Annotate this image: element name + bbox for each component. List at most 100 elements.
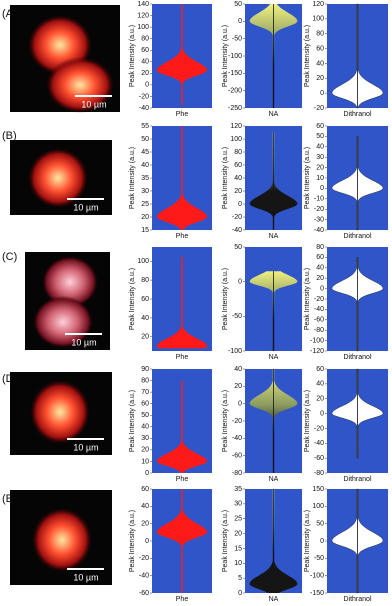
scale-label: 10 µm — [73, 442, 98, 452]
x-axis-label: NA — [269, 596, 279, 603]
y-tick-label: -20 — [232, 214, 242, 221]
y-tick-label: 120 — [230, 123, 242, 130]
y-tick-label: 0 — [320, 538, 324, 545]
x-axis-label: Dithranol — [343, 596, 371, 603]
y-tick-label: 40 — [141, 424, 149, 431]
y-tick-label: 0 — [238, 18, 242, 25]
y-axis-label: Peak Intensity (a.u.) — [222, 390, 229, 452]
y-tick-label: -40 — [139, 105, 149, 112]
y-tick-label: 5 — [238, 575, 242, 582]
y-tick-label: 40 — [141, 503, 149, 510]
y-tick-label: 20 — [316, 164, 324, 171]
y-axis-label: Peak Intensity (a.u.) — [304, 147, 311, 209]
y-tick-label: 40 — [141, 162, 149, 169]
y-tick-label: 15 — [234, 545, 242, 552]
y-tick-label: 0 — [238, 279, 242, 286]
y-tick-label: -200 — [228, 88, 242, 95]
y-tick-label: 20 — [141, 521, 149, 528]
y-tick-label: -60 — [314, 455, 324, 462]
scale-label: 10 µm — [73, 572, 98, 582]
y-tick-label: 40 — [316, 60, 324, 67]
y-axis-label: Peak Intensity (a.u.) — [222, 147, 229, 209]
y-tick-label: -20 — [314, 206, 324, 213]
y-tick-label: -60 — [232, 453, 242, 460]
y-tick-label: 0 — [320, 285, 324, 292]
y-axis-label: Peak Intensity (a.u.) — [129, 147, 136, 209]
y-tick-label: -30 — [314, 216, 324, 223]
y-tick-label: 120 — [312, 1, 324, 8]
y-tick-label: -20 — [139, 93, 149, 100]
y-tick-label: 60 — [141, 486, 149, 493]
y-tick-label: 60 — [316, 45, 324, 52]
y-tick-label: 100 — [230, 136, 242, 143]
y-tick-label: -80 — [314, 470, 324, 477]
y-tick-label: -80 — [314, 327, 324, 334]
y-tick-label: -40 — [139, 573, 149, 580]
cell — [28, 148, 88, 208]
y-tick-label: 60 — [141, 401, 149, 408]
y-tick-label: 0 — [145, 82, 149, 89]
y-tick-label: -50 — [232, 313, 242, 320]
y-tick-label: 60 — [316, 366, 324, 373]
y-tick-label: -20 — [314, 296, 324, 303]
y-axis-label: Peak Intensity (a.u.) — [129, 390, 136, 452]
y-tick-label: 100 — [137, 258, 149, 265]
x-axis-label: Dithranol — [343, 111, 371, 118]
x-axis-label: Dithranol — [343, 476, 371, 483]
y-tick-label: 0 — [145, 538, 149, 545]
y-tick-label: -20 — [314, 425, 324, 432]
cell — [42, 256, 98, 308]
y-tick-label: 0 — [320, 410, 324, 417]
y-tick-label: 15 — [141, 227, 149, 234]
y-tick-label: 120 — [137, 12, 149, 19]
y-tick-label: 50 — [234, 244, 242, 251]
y-axis-label: Peak Intensity (a.u.) — [304, 510, 311, 572]
y-tick-label: 60 — [234, 162, 242, 169]
y-tick-label: 40 — [316, 265, 324, 272]
y-tick-label: 30 — [141, 435, 149, 442]
y-tick-label: 20 — [316, 75, 324, 82]
y-tick-label: 80 — [234, 149, 242, 156]
y-tick-label: 80 — [141, 277, 149, 284]
panel-label: (C) — [2, 251, 17, 263]
y-tick-label: -50 — [314, 555, 324, 562]
y-tick-label: 45 — [141, 149, 149, 156]
y-tick-label: -20 — [139, 555, 149, 562]
y-tick-label: 100 — [137, 24, 149, 31]
y-tick-label: 20 — [234, 383, 242, 390]
y-tick-label: 150 — [312, 486, 324, 493]
y-tick-label: 20 — [234, 530, 242, 537]
y-tick-label: 140 — [137, 1, 149, 8]
y-tick-label: 10 — [234, 560, 242, 567]
y-tick-label: -150 — [310, 590, 324, 597]
y-axis-label: Peak Intensity (a.u.) — [129, 268, 136, 330]
x-axis-label: NA — [269, 354, 279, 361]
y-tick-label: -10 — [314, 196, 324, 203]
y-tick-label: 0 — [320, 90, 324, 97]
x-axis-label: NA — [269, 111, 279, 118]
y-tick-label: 0 — [145, 470, 149, 477]
y-tick-label: 10 — [141, 458, 149, 465]
panel-label: (B) — [2, 130, 17, 142]
scale-label: 10 µm — [81, 99, 106, 109]
y-tick-label: 20 — [316, 275, 324, 282]
y-tick-label: 0 — [320, 185, 324, 192]
y-tick-label: 20 — [141, 334, 149, 341]
y-tick-label: 50 — [234, 1, 242, 8]
y-tick-label: 70 — [141, 389, 149, 396]
y-tick-label: 90 — [141, 366, 149, 373]
x-axis-label: Phe — [176, 596, 189, 603]
y-tick-label: -40 — [314, 227, 324, 234]
y-tick-label: -40 — [232, 227, 242, 234]
y-axis-label: Peak Intensity (a.u.) — [129, 25, 136, 87]
y-axis-label: Peak Intensity (a.u.) — [222, 510, 229, 572]
y-tick-label: 40 — [141, 315, 149, 322]
y-tick-label: -50 — [232, 36, 242, 43]
cell — [46, 57, 114, 113]
y-tick-label: 50 — [316, 521, 324, 528]
y-tick-label: 40 — [316, 144, 324, 151]
y-tick-label: 60 — [141, 47, 149, 54]
scale-label: 10 µm — [73, 202, 98, 212]
cell — [32, 508, 92, 572]
